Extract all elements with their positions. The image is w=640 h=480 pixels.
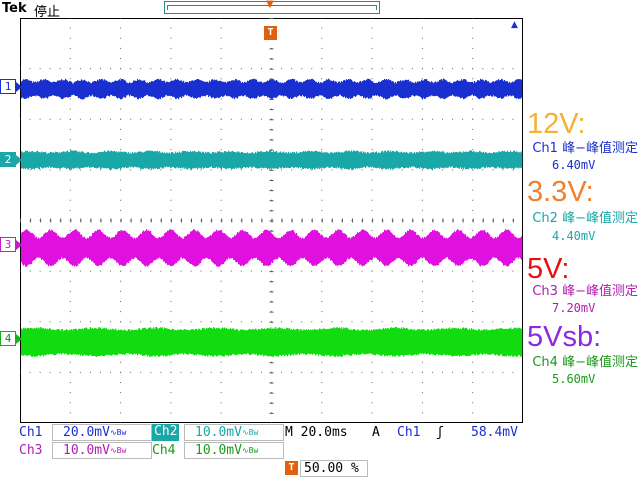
- ch1-label[interactable]: Ch1: [19, 425, 43, 440]
- meas-ch3-label: Ch3 峰−峰值测定: [532, 284, 638, 299]
- waveform-graticule: [20, 18, 523, 423]
- trigger-level-icon: ▲: [511, 20, 518, 30]
- ch4-scale[interactable]: 10.0mV∿Bw: [184, 442, 284, 459]
- trigger-source[interactable]: Ch1: [397, 425, 421, 440]
- grid-dots: [20, 18, 514, 423]
- annotation-3v3: 3.3V:: [527, 176, 594, 208]
- brand-logo: Tek: [2, 1, 27, 16]
- ch4-label[interactable]: Ch4: [152, 443, 176, 458]
- ch3-label[interactable]: Ch3: [19, 443, 43, 458]
- ch2-ground-marker[interactable]: 2: [0, 152, 22, 167]
- annotation-5v: 5V:: [527, 253, 570, 285]
- ch3-trace: [21, 229, 523, 267]
- annotation-5vsb: 5Vsb:: [527, 321, 602, 353]
- ch2-trace: [21, 150, 523, 170]
- trigger-point-marker: T: [264, 26, 277, 40]
- ch1-trace: [21, 78, 523, 100]
- graticule-svg: [20, 18, 523, 423]
- status-bar: Tek 停止 ▼: [0, 0, 640, 20]
- ch4-ground-marker[interactable]: 4: [0, 331, 22, 346]
- meas-ch3-value: 7.20mV: [552, 301, 596, 315]
- ch3-ground-marker[interactable]: 3: [0, 237, 22, 252]
- meas-ch1-value: 6.40mV: [552, 158, 596, 172]
- trigger-position-readout[interactable]: 50.00 %: [300, 460, 368, 477]
- trigger-position-icon-bottom: T: [285, 461, 298, 475]
- ch1-scale[interactable]: 20.0mV∿Bw: [52, 424, 152, 441]
- meas-ch4-value: 5.60mV: [552, 372, 596, 386]
- trigger-level[interactable]: 58.4mV: [471, 425, 518, 440]
- meas-ch4-label: Ch4 峰−峰值测定: [532, 355, 638, 370]
- record-length-bar: [164, 1, 380, 14]
- trigger-position-icon: ▼: [266, 0, 274, 10]
- ch1-ground-marker[interactable]: 1: [0, 79, 22, 94]
- waveform-traces: [21, 78, 523, 357]
- timebase[interactable]: M 20.0ms: [285, 425, 348, 440]
- acquisition-mode: A: [372, 425, 380, 440]
- ch2-label[interactable]: Ch2: [152, 424, 180, 441]
- acquisition-status: 停止: [34, 5, 61, 20]
- trigger-slope-icon: ʃ: [436, 425, 444, 440]
- ch2-scale[interactable]: 10.0mV∿Bw: [184, 424, 284, 441]
- ch4-trace: [21, 327, 523, 357]
- meas-ch1-label: Ch1 峰−峰值测定: [532, 141, 638, 156]
- record-view-window: [167, 5, 377, 10]
- meas-ch2-label: Ch2 峰−峰值测定: [532, 211, 638, 226]
- annotation-12v: 12V:: [527, 108, 586, 140]
- ch3-scale[interactable]: 10.0mV∿Bw: [52, 442, 152, 459]
- settings-readout: Ch1 20.0mV∿Bw Ch2 10.0mV∿Bw M 20.0ms A C…: [0, 423, 640, 480]
- meas-ch2-value: 4.40mV: [552, 229, 596, 243]
